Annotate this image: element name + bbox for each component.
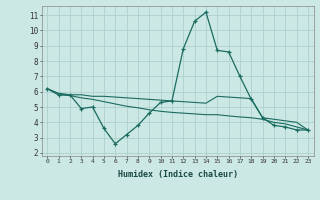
X-axis label: Humidex (Indice chaleur): Humidex (Indice chaleur): [118, 170, 237, 179]
